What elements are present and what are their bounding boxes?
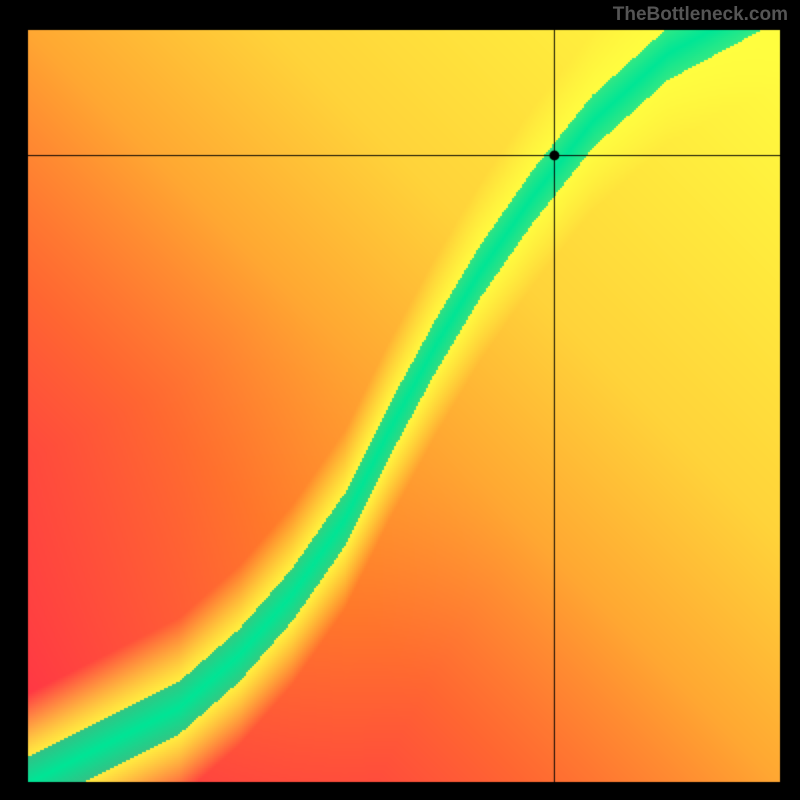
chart-container: TheBottleneck.com: [0, 0, 800, 800]
attribution-text: TheBottleneck.com: [613, 4, 788, 26]
bottleneck-heatmap: [0, 0, 800, 800]
